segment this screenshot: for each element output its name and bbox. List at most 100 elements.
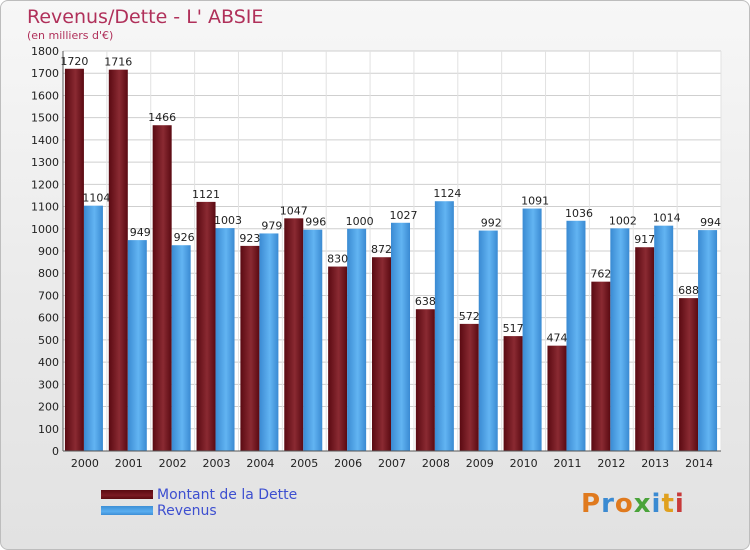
y-tick-label: 1500 (31, 112, 59, 125)
bar-dette-2006 (328, 266, 348, 451)
y-tick-label: 1200 (31, 178, 59, 191)
logo-letter: i (674, 489, 685, 519)
bar-dette-2003 (196, 201, 216, 451)
x-tick-label: 2001 (115, 457, 143, 470)
data-label-dette-2010: 517 (503, 322, 524, 335)
x-tick-label: 2009 (466, 457, 494, 470)
x-tick-label: 2012 (597, 457, 625, 470)
bar-revenus-2001 (127, 240, 147, 451)
data-label-revenus-2011: 1036 (565, 207, 593, 220)
data-label-revenus-2007: 1027 (390, 209, 418, 222)
logo-letter: i (651, 489, 662, 519)
x-tick-label: 2013 (641, 457, 669, 470)
bar-revenus-2013 (654, 225, 674, 451)
data-label-revenus-2009: 992 (481, 217, 502, 230)
data-label-dette-2012: 762 (590, 268, 611, 281)
x-tick-label: 2006 (334, 457, 362, 470)
data-label-dette-2005: 1047 (280, 204, 308, 217)
x-tick-label: 2014 (685, 457, 713, 470)
x-tick-label: 2011 (553, 457, 581, 470)
x-tick-label: 2010 (510, 457, 538, 470)
bar-dette-2011 (547, 345, 567, 451)
bar-dette-2004 (240, 245, 260, 451)
bar-revenus-2007 (391, 222, 410, 451)
bar-dette-2010 (503, 336, 523, 451)
bar-dette-2005 (284, 218, 304, 451)
y-tick-label: 100 (38, 423, 59, 436)
legend-swatch-revenus (101, 506, 153, 515)
x-tick-label: 2000 (71, 457, 99, 470)
bar-revenus-2009 (478, 230, 498, 451)
chart-subtitle: (en milliers d'€) (27, 29, 114, 42)
bar-dette-2012 (591, 281, 611, 451)
y-tick-label: 1800 (31, 45, 59, 58)
bar-dette-2008 (415, 309, 435, 451)
bar-dette-2001 (108, 69, 128, 452)
x-tick-label: 2005 (290, 457, 318, 470)
y-tick-label: 600 (38, 312, 59, 325)
logo-letter: P (581, 489, 602, 519)
y-tick-label: 700 (38, 289, 59, 302)
bar-revenus-2014 (698, 230, 718, 451)
data-label-dette-2004: 923 (239, 232, 260, 245)
bar-revenus-2008 (434, 201, 454, 451)
data-label-dette-2007: 872 (371, 243, 392, 256)
data-label-dette-2011: 474 (546, 332, 567, 345)
y-tick-label: 300 (38, 378, 59, 391)
data-label-revenus-2003: 1003 (214, 214, 242, 227)
data-label-revenus-2008: 1124 (433, 187, 461, 200)
bar-revenus-2011 (566, 220, 586, 451)
logo-letter: t (661, 489, 675, 519)
bar-revenus-2004 (259, 233, 279, 451)
bar-revenus-2010 (522, 208, 542, 451)
data-label-dette-2009: 572 (459, 310, 480, 323)
y-tick-label: 200 (38, 401, 59, 414)
data-label-revenus-2006: 1000 (346, 215, 374, 228)
bar-dette-2007 (372, 257, 391, 451)
y-tick-label: 500 (38, 334, 59, 347)
data-label-dette-2001: 1716 (104, 56, 132, 69)
bar-revenus-2000 (83, 205, 103, 451)
y-tick-label: 400 (38, 356, 59, 369)
data-label-revenus-2000: 1104 (82, 192, 110, 205)
data-label-revenus-2012: 1002 (609, 214, 637, 227)
y-tick-label: 900 (38, 245, 59, 258)
logo-letter: x (633, 489, 652, 519)
y-tick-label: 800 (38, 267, 59, 280)
bar-dette-2002 (152, 125, 172, 451)
logo-letter: r (601, 489, 615, 519)
bar-dette-2013 (635, 247, 655, 451)
y-tick-label: 1400 (31, 134, 59, 147)
y-tick-label: 1600 (31, 89, 59, 102)
bar-revenus-2003 (215, 228, 235, 451)
data-label-dette-2008: 638 (415, 295, 436, 308)
legend-label-revenus: Revenus (157, 503, 217, 519)
bar-revenus-2012 (610, 228, 630, 451)
bar-revenus-2006 (347, 228, 367, 451)
chart-title: Revenus/Dette - L' ABSIE (27, 6, 264, 28)
x-tick-label: 2003 (203, 457, 231, 470)
data-label-revenus-2004: 979 (261, 219, 282, 232)
y-tick-label: 1000 (31, 223, 59, 236)
proxiti-logo: Proxiti (581, 489, 685, 519)
y-tick-label: 1100 (31, 201, 59, 214)
data-label-revenus-2005: 996 (305, 216, 326, 229)
data-label-dette-2002: 1466 (148, 111, 176, 124)
data-label-revenus-2013: 1014 (653, 212, 681, 225)
y-tick-label: 0 (52, 445, 59, 458)
logo-letter: o (614, 489, 634, 519)
data-label-dette-2014: 688 (678, 284, 699, 297)
x-tick-label: 2004 (246, 457, 274, 470)
data-label-revenus-2014: 994 (700, 216, 721, 229)
bar-revenus-2002 (171, 245, 191, 451)
data-label-dette-2003: 1121 (192, 188, 220, 201)
bar-dette-2000 (64, 68, 84, 452)
legend-swatch-dette (101, 490, 153, 499)
bar-revenus-2005 (303, 229, 323, 451)
data-label-dette-2013: 917 (634, 233, 655, 246)
x-tick-label: 2007 (378, 457, 406, 470)
data-label-revenus-2001: 949 (130, 226, 151, 239)
data-label-revenus-2002: 926 (174, 231, 195, 244)
data-label-dette-2006: 830 (327, 253, 348, 266)
